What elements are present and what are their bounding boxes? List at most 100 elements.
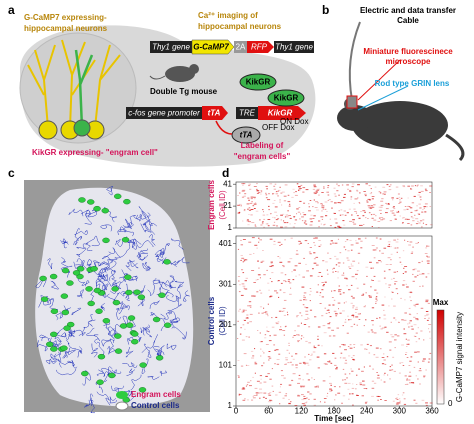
signal-speck — [305, 307, 309, 309]
signal-speck — [265, 313, 268, 315]
gene-label: TRE — [239, 109, 256, 118]
cell-outline — [170, 317, 181, 324]
signal-speck — [391, 291, 393, 293]
signal-speck — [387, 257, 391, 259]
microscope-label: microscope — [386, 57, 431, 66]
signal-speck — [282, 266, 285, 268]
signal-speck — [356, 215, 359, 217]
signal-speck — [356, 190, 359, 192]
signal-speck — [337, 271, 339, 273]
signal-speck — [243, 260, 246, 262]
signal-speck — [284, 363, 287, 365]
signal-speck — [403, 328, 405, 330]
signal-speck — [349, 268, 352, 269]
signal-speck — [332, 352, 335, 354]
signal-speck — [392, 206, 394, 208]
signal-speck — [342, 292, 345, 294]
signal-speck — [275, 193, 279, 195]
cell-outline — [174, 280, 184, 289]
signal-speck — [310, 214, 313, 216]
signal-speck — [268, 331, 270, 333]
signal-speck — [295, 253, 299, 255]
signal-speck — [294, 219, 298, 221]
signal-speck — [401, 264, 403, 265]
signal-speck — [243, 195, 246, 197]
signal-speck — [251, 399, 254, 401]
engram-cell — [114, 333, 122, 339]
signal-speck — [338, 194, 340, 196]
signal-speck — [375, 298, 378, 300]
signal-speck — [240, 365, 244, 367]
cell-outline — [61, 240, 69, 245]
signal-speck — [337, 185, 340, 187]
cell-outline — [140, 212, 151, 222]
signal-speck — [418, 273, 422, 275]
signal-speck — [374, 186, 377, 188]
cell-outline — [183, 290, 190, 302]
engram-cell — [60, 345, 68, 351]
signal-speck — [313, 258, 316, 260]
signal-speck — [408, 244, 412, 246]
signal-speck — [297, 382, 300, 384]
signal-speck — [382, 193, 384, 195]
signal-speck — [383, 314, 386, 316]
signal-speck — [343, 193, 347, 195]
signal-speck — [351, 387, 355, 389]
signal-speck — [332, 242, 335, 244]
signal-speck — [237, 360, 240, 361]
signal-speck — [352, 221, 355, 223]
signal-speck — [261, 365, 264, 367]
signal-speck — [256, 190, 260, 192]
signal-speck — [387, 203, 391, 205]
title-left: hippocampal neurons — [24, 24, 108, 33]
signal-speck — [339, 386, 341, 388]
signal-speck — [338, 285, 341, 287]
signal-speck — [281, 191, 285, 193]
signal-speck — [244, 259, 248, 261]
engram-cell — [131, 331, 139, 337]
cell-outline — [117, 226, 126, 236]
signal-speck — [348, 266, 351, 268]
signal-speck — [301, 220, 304, 222]
engram-cells — [39, 193, 172, 403]
signal-speck — [254, 224, 256, 226]
signal-speck — [300, 338, 303, 340]
signal-speck — [402, 392, 405, 394]
signal-speck — [333, 310, 337, 312]
signal-speck — [237, 338, 239, 339]
signal-speck — [305, 362, 309, 364]
engram-cell — [152, 316, 161, 323]
engram-cell — [124, 274, 132, 280]
cell-outline — [159, 370, 168, 376]
signal-speck — [375, 296, 377, 298]
signal-speck — [412, 269, 415, 271]
cell-outline — [115, 239, 124, 247]
signal-speck — [307, 318, 310, 320]
signal-speck — [268, 401, 271, 403]
signal-speck — [351, 265, 354, 267]
signal-speck — [253, 395, 257, 396]
microscope — [346, 95, 358, 109]
signal-speck — [358, 202, 360, 204]
control-heatmap — [235, 235, 433, 407]
signal-speck — [419, 220, 423, 222]
signal-speck — [371, 380, 375, 382]
signal-speck — [253, 186, 257, 187]
signal-speck — [363, 325, 365, 327]
signal-speck — [358, 217, 361, 219]
signal-speck — [257, 330, 259, 331]
cell-outline — [153, 345, 165, 356]
signal-speck — [246, 317, 249, 319]
signal-speck — [390, 321, 392, 323]
signal-speck — [263, 226, 265, 228]
signal-speck — [297, 340, 301, 342]
signal-speck — [313, 379, 315, 380]
signal-speck — [294, 330, 296, 332]
signal-speck — [304, 402, 307, 404]
signal-speck — [424, 211, 427, 213]
signal-speck — [409, 206, 411, 208]
signal-speck — [318, 240, 321, 241]
signal-speck — [361, 370, 364, 372]
signal-speck — [261, 341, 263, 343]
signal-speck — [252, 355, 255, 357]
